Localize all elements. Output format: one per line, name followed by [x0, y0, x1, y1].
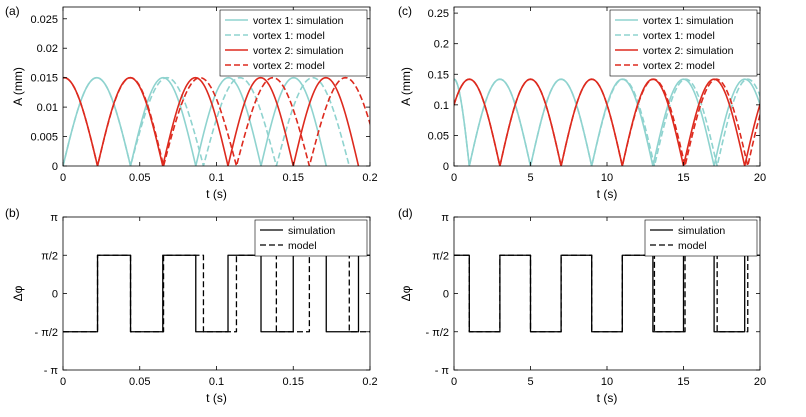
series-group — [454, 78, 760, 166]
legend-box — [254, 219, 368, 257]
x-tick-label: 0.05 — [129, 376, 150, 388]
y-tick-label: - π — [44, 365, 59, 377]
series-line-0 — [63, 76, 328, 166]
y-tick-label: 0 — [52, 289, 58, 301]
series-line-3 — [454, 78, 760, 166]
x-tick-label: 10 — [601, 172, 613, 184]
y-tick-label: π/2 — [41, 250, 58, 262]
panel-label: (b) — [5, 206, 20, 220]
x-tick-label: 10 — [601, 376, 613, 388]
legend: vortex 1: simulation vortex 1: model vorte… — [219, 9, 368, 77]
x-axis-label: t (s) — [597, 187, 618, 201]
y-tick-label: 0 — [443, 161, 449, 173]
legend: simulation model — [644, 219, 758, 257]
legend-label-1: model — [288, 240, 317, 252]
y-tick-label: 0.005 — [30, 132, 58, 144]
legend-label-3: vortex 2: model — [643, 60, 715, 72]
x-tick-label: 20 — [754, 376, 766, 388]
y-tick-label: 0 — [443, 289, 449, 301]
y-tick-label: π — [441, 212, 449, 224]
series-group — [454, 254, 760, 333]
y-tick-label: 0.1 — [434, 100, 449, 112]
x-tick-label: 15 — [677, 172, 689, 184]
series-group — [63, 76, 370, 166]
x-tick-label: 0.15 — [283, 172, 304, 184]
y-tick-label: π/2 — [432, 250, 449, 262]
y-tick-label: 0.15 — [428, 69, 449, 81]
x-tick-label: 0.1 — [209, 172, 224, 184]
x-tick-label: 0.15 — [283, 376, 304, 388]
panel-label: (d) — [398, 206, 413, 220]
legend-label-0: vortex 1: simulation — [253, 15, 344, 27]
x-tick-label: 0 — [60, 172, 66, 184]
y-axis-label: Δφ — [11, 285, 25, 301]
y-tick-label: 0.25 — [428, 8, 449, 20]
panel-label: (c) — [398, 4, 412, 18]
panel-c-amplitude: 0 5 10 15 20 0 0.05 0.1 0.15 0.2 0.25 t (s) A (mm) (c… — [398, 4, 766, 201]
series-group — [63, 254, 370, 333]
x-axis-label: t (s) — [206, 391, 227, 405]
y-tick-label: - π/2 — [426, 327, 449, 339]
legend-label-2: vortex 2: simulation — [643, 45, 734, 57]
legend-label-0: vortex 1: simulation — [643, 15, 734, 27]
y-axis-label: A (mm) — [399, 67, 413, 106]
panel-label: (a) — [5, 4, 20, 18]
x-tick-label: 0 — [451, 376, 457, 388]
y-tick-label: - π/2 — [35, 327, 58, 339]
y-tick-label: 0.05 — [428, 130, 449, 142]
x-axis-label: t (s) — [206, 187, 227, 201]
x-tick-label: 20 — [754, 172, 766, 184]
y-tick-label: π — [50, 212, 58, 224]
series-line-1 — [454, 254, 760, 333]
legend: simulation model — [254, 219, 368, 257]
panel-a-amplitude: 0 0.05 0.1 0.15 0.2 0 0.005 0.01 0.015 0.02 0.025 t… — [5, 4, 378, 201]
series-line-0 — [63, 254, 370, 333]
legend-label-3: vortex 2: model — [253, 60, 325, 72]
series-line-1 — [63, 254, 370, 333]
y-axis-label: Δφ — [399, 285, 413, 301]
y-tick-label: 0 — [52, 161, 58, 173]
x-tick-label: 0.05 — [129, 172, 150, 184]
series-line-0 — [454, 254, 760, 333]
x-axis-label: t (s) — [597, 391, 618, 405]
y-tick-label: 0.025 — [30, 14, 58, 26]
legend-label-2: vortex 2: simulation — [253, 45, 344, 57]
y-tick-label: 0.2 — [434, 39, 449, 51]
legend: vortex 1: simulation vortex 1: model vorte… — [609, 9, 758, 77]
legend-label-0: simulation — [678, 225, 725, 237]
y-tick-label: 0.02 — [37, 43, 58, 55]
legend-label-0: simulation — [288, 225, 335, 237]
x-tick-label: 0.1 — [209, 376, 224, 388]
x-tick-label: 0.2 — [362, 376, 377, 388]
legend-label-1: vortex 1: model — [253, 30, 325, 42]
x-tick-label: 0 — [60, 376, 66, 388]
legend-box — [644, 219, 758, 257]
x-tick-label: 5 — [527, 376, 533, 388]
series-line-1 — [63, 76, 351, 166]
series-line-3 — [63, 76, 370, 166]
legend-label-1: model — [678, 240, 707, 252]
panel-d-phase: 0 5 10 15 20 - π - π/2 0 π/2 π t (s) Δφ (d) simulatio… — [398, 206, 766, 405]
legend-label-1: vortex 1: model — [643, 30, 715, 42]
y-axis-label: A (mm) — [11, 67, 25, 106]
x-tick-label: 0.2 — [362, 172, 377, 184]
y-tick-label: 0.01 — [37, 102, 58, 114]
panel-b-phase: 0 0.05 0.1 0.15 0.2 - π - π/2 0 π/2 π t (s) Δφ (b) si… — [5, 206, 378, 405]
y-tick-label: - π — [435, 365, 450, 377]
x-tick-label: 5 — [527, 172, 533, 184]
x-tick-label: 15 — [677, 376, 689, 388]
series-line-2 — [63, 76, 360, 166]
y-tick-label: 0.015 — [30, 73, 58, 85]
x-tick-label: 0 — [451, 172, 457, 184]
